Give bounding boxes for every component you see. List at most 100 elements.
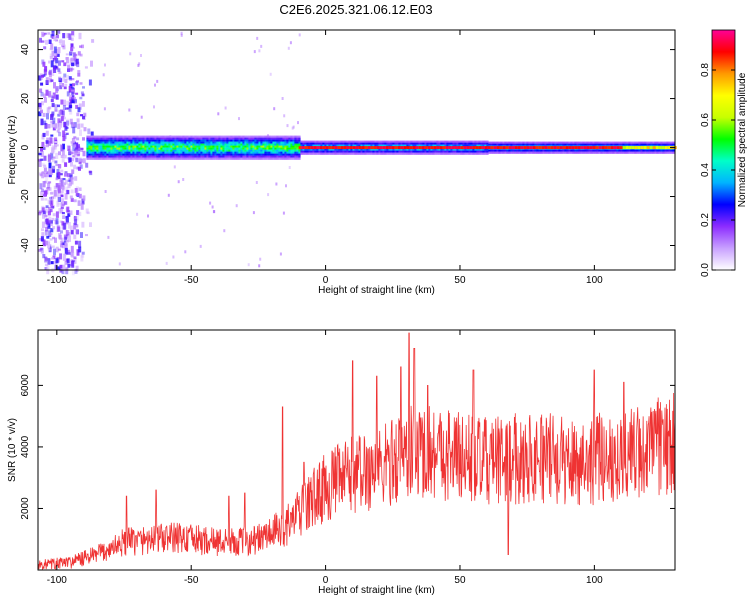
heatmap-band-cell [112, 153, 115, 156]
heatmap-noise-cell [52, 213, 56, 217]
heatmap-band-cell [584, 149, 587, 152]
heatmap-speck [136, 212, 139, 216]
heatmap-band-cell [254, 145, 257, 148]
heatmap-noise-cell [51, 111, 55, 116]
heatmap-noise-cell [80, 255, 84, 262]
heatmap-band-cell [378, 148, 381, 151]
heatmap-noise-cell [87, 128, 91, 135]
heatmap-noise-cell [60, 190, 64, 194]
heatmap-band-cell [108, 139, 111, 142]
heatmap-band-cell [376, 144, 379, 147]
heatmap-band-cell [502, 149, 505, 152]
heatmap-band-cell [250, 157, 253, 160]
heatmap-noise-cell [55, 183, 59, 189]
heatmap-noise-cell [70, 177, 74, 185]
heatmap-band-cell [482, 142, 485, 145]
heatmap-band-cell [192, 147, 195, 150]
heatmap-band-cell [162, 147, 165, 150]
heatmap-band-cell [514, 151, 517, 154]
heatmap-band-cell [204, 143, 207, 146]
heatmap-noise-cell [70, 197, 74, 202]
heatmap-noise-cell [57, 226, 61, 232]
heatmap-band-cell [290, 155, 293, 158]
heatmap-noise-cell [73, 234, 77, 240]
heatmap-band-cell [126, 137, 129, 140]
heatmap-band-cell [138, 139, 141, 142]
heatmap-band-cell [292, 137, 295, 140]
heatmap-band-cell [608, 143, 611, 146]
heatmap-band-cell [200, 155, 203, 158]
heatmap-band-cell [208, 157, 211, 160]
heatmap-band-cell [218, 153, 221, 156]
heatmap-band-cell [654, 149, 657, 152]
heatmap-band-cell [108, 157, 111, 160]
heatmap-band-cell [398, 148, 401, 151]
heatmap-band-cell [234, 155, 237, 158]
heatmap-band-cell [388, 148, 391, 151]
heatmap-noise-cell [49, 221, 53, 226]
heatmap-band-cell [108, 135, 111, 138]
heatmap-band-cell [116, 145, 119, 148]
heatmap-band-cell [172, 147, 175, 150]
heatmap-band-cell [158, 137, 161, 140]
heatmap-band-cell [182, 141, 185, 144]
colorbar-tick-label: 0.8 [700, 63, 711, 77]
heatmap-band-cell [662, 141, 665, 144]
heatmap-band-cell [222, 143, 225, 146]
heatmap-band-cell [134, 153, 137, 156]
heatmap-noise-cell [52, 127, 56, 131]
heatmap-band-cell [290, 151, 293, 154]
heatmap-noise-cell [78, 240, 82, 248]
heatmap-band-cell [424, 148, 427, 151]
heatmap-band-cell [216, 145, 219, 148]
heatmap-band-cell [326, 142, 329, 145]
heatmap-band-cell [466, 142, 469, 145]
heatmap-band-cell [604, 151, 607, 154]
heatmap-band-cell [474, 152, 477, 155]
heatmap-band-cell [392, 148, 395, 151]
heatmap-band-cell [158, 141, 161, 144]
heatmap-band-cell [394, 140, 397, 143]
heatmap-noise-cell [74, 99, 77, 103]
heatmap-band-cell [296, 151, 299, 154]
heatmap-peak-cell [352, 146, 356, 150]
heatmap-band-cell [172, 139, 175, 142]
heatmap-band-cell [246, 147, 249, 150]
heatmap-noise-cell [78, 32, 82, 40]
heatmap-band-cell [254, 137, 257, 140]
heatmap-band-cell [170, 147, 173, 150]
heatmap-noise-cell [51, 30, 55, 36]
heatmap-band-cell [400, 144, 403, 147]
heatmap-band-cell [160, 157, 163, 160]
heatmap-peak-cell [640, 146, 644, 150]
heatmap-noise-cell [77, 70, 81, 74]
heatmap-noise-cell [69, 210, 73, 215]
heatmap-band-cell [500, 149, 503, 152]
heatmap-band-cell [668, 141, 671, 144]
heatmap-peak-cell [325, 146, 329, 150]
heatmap-band-cell [184, 151, 187, 154]
heatmap-band-cell [498, 143, 501, 146]
heatmap-band-cell [130, 153, 133, 156]
heatmap-band-cell [612, 143, 615, 146]
heatmap-noise-cell [66, 215, 69, 223]
heatmap-band-cell [164, 149, 167, 152]
heatmap-band-cell [382, 148, 385, 151]
heatmap-band-cell [472, 140, 475, 143]
heatmap-band-cell [434, 144, 437, 147]
heatmap-band-cell [536, 149, 539, 152]
heatmap-band-cell [388, 142, 391, 145]
heatmap-band-cell [122, 139, 125, 142]
heatmap-noise-cell [38, 103, 42, 108]
heatmap-band-cell [100, 157, 103, 160]
heatmap-band-cell [438, 142, 441, 145]
heatmap-band-cell [352, 148, 355, 151]
heatmap-noise-cell [62, 256, 66, 261]
heatmap-band-cell [130, 137, 133, 140]
heatmap-band-cell [564, 151, 567, 154]
heatmap-peak-cell [334, 146, 338, 150]
heatmap-band-cell [314, 150, 317, 153]
heatmap-peak-cell [625, 146, 629, 150]
heatmap-speck [177, 180, 180, 184]
heatmap-band-cell [402, 148, 405, 151]
